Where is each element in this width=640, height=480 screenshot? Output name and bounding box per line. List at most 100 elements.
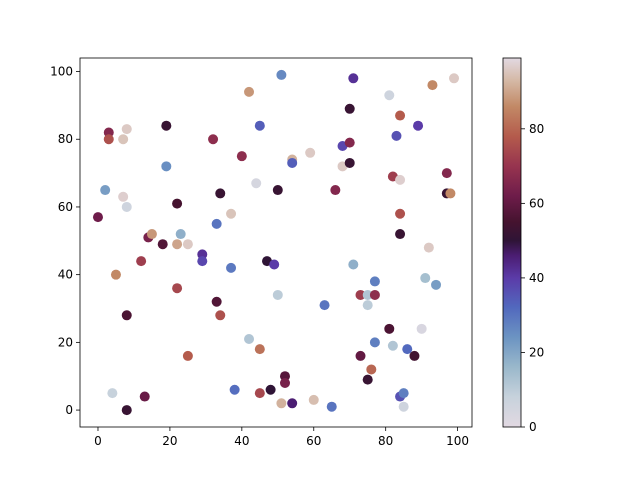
scatter-point-67 (355, 350, 366, 361)
scatter-point-71 (366, 364, 377, 375)
scatter-point-26 (197, 256, 208, 267)
scatter-point-39 (254, 120, 265, 131)
scatter-point-11 (121, 405, 132, 416)
scatter-point-5 (110, 269, 121, 280)
y-tick-label: 100 (50, 65, 73, 79)
scatter-point-13 (139, 391, 150, 402)
scatter-point-43 (265, 384, 276, 395)
x-tick-label: 100 (446, 434, 469, 448)
scatter-point-32 (226, 208, 237, 219)
scatter-point-33 (226, 262, 237, 273)
colorbar-gradient (503, 58, 521, 427)
scatter-point-23 (182, 239, 193, 250)
scatter-point-74 (369, 337, 380, 348)
scatter-point-52 (287, 157, 298, 168)
scatter-point-94 (431, 279, 442, 290)
scatter-point-93 (427, 80, 438, 91)
y-tick-label: 0 (65, 403, 73, 417)
colorbar: 0 20 40 60 80 (502, 57, 544, 434)
colorbar-frame (502, 57, 522, 428)
colorbar-tick-label: 80 (529, 122, 544, 136)
scatter-point-10 (121, 310, 132, 321)
x-tick-label: 40 (234, 434, 249, 448)
y-axis-ticks: 0 20 40 60 80 100 (50, 65, 80, 417)
axes (79, 57, 473, 428)
scatter-point-91 (420, 273, 431, 284)
points-layer (92, 69, 460, 416)
scatter-point-41 (254, 388, 265, 399)
x-tick-label: 0 (94, 434, 102, 448)
x-tick-label: 60 (306, 434, 321, 448)
scatter-point-66 (355, 289, 366, 300)
scatter-point-87 (402, 344, 413, 355)
scatter-point-69 (362, 300, 373, 311)
scatter-point-35 (236, 151, 247, 162)
scatter-point-29 (211, 296, 222, 307)
scatter-point-46 (272, 289, 283, 300)
scatter-point-82 (395, 208, 406, 219)
scatter-point-57 (326, 401, 337, 412)
scatter-point-56 (319, 300, 330, 311)
colorbar-tick-label: 20 (529, 345, 544, 359)
scatter-point-83 (395, 229, 406, 240)
scatter-point-8 (121, 124, 132, 135)
scatter-point-34 (229, 384, 240, 395)
scatter-point-17 (161, 120, 172, 131)
scatter-point-90 (416, 323, 427, 334)
scatter-point-79 (391, 130, 402, 141)
scatter-point-0 (92, 212, 103, 223)
colorbar-tick-label: 40 (529, 271, 544, 285)
x-axis-ticks: 0 20 40 60 80 100 (94, 427, 469, 448)
scatter-point-44 (269, 259, 280, 270)
scatter-point-80 (395, 110, 406, 121)
scatter-point-3 (103, 134, 114, 145)
scatter-point-50 (279, 377, 290, 388)
scatter-point-89 (413, 120, 424, 131)
scatter-point-73 (369, 289, 380, 300)
scatter-point-47 (276, 69, 287, 80)
scatter-point-98 (449, 73, 460, 84)
scatter-point-64 (348, 73, 359, 84)
scatter-point-95 (441, 168, 452, 179)
scatter-point-30 (215, 188, 226, 199)
scatter-point-65 (348, 259, 359, 270)
scatter-point-16 (157, 239, 168, 250)
scatter-point-6 (118, 134, 129, 145)
scatter-point-54 (305, 147, 316, 158)
y-tick-label: 60 (58, 200, 73, 214)
scatter-point-28 (211, 218, 222, 229)
scatter-point-62 (344, 137, 355, 148)
scatter-point-58 (330, 185, 341, 196)
scatter-point-40 (254, 344, 265, 355)
scatter-point-9 (121, 201, 132, 212)
scatter-point-22 (175, 229, 186, 240)
scatter-point-24 (182, 350, 193, 361)
scatter-point-78 (387, 340, 398, 351)
scatter-point-18 (161, 161, 172, 172)
scatter-point-92 (423, 242, 434, 253)
scatter-point-38 (251, 178, 262, 189)
scatter-point-1 (100, 185, 111, 196)
scatter-point-86 (398, 401, 409, 412)
scatter-point-97 (445, 188, 456, 199)
scatter-point-15 (146, 229, 157, 240)
scatter-point-68 (362, 289, 373, 300)
scatter-point-4 (107, 388, 118, 399)
scatter-point-37 (244, 333, 255, 344)
scatter-point-19 (172, 198, 183, 209)
scatter-point-70 (362, 374, 373, 385)
x-tick-label: 80 (378, 434, 393, 448)
scatter-point-81 (395, 174, 406, 185)
colorbar-tick-label: 60 (529, 196, 544, 210)
scatter-point-72 (369, 276, 380, 287)
scatter-point-55 (308, 394, 319, 405)
scatter-point-75 (384, 90, 395, 101)
scatter-point-20 (172, 239, 183, 250)
scatter-point-61 (344, 103, 355, 114)
scatter-point-88 (409, 350, 420, 361)
y-tick-label: 40 (58, 268, 73, 282)
scatter-point-31 (215, 310, 226, 321)
y-tick-label: 20 (58, 335, 73, 349)
scatter-point-27 (208, 134, 219, 145)
